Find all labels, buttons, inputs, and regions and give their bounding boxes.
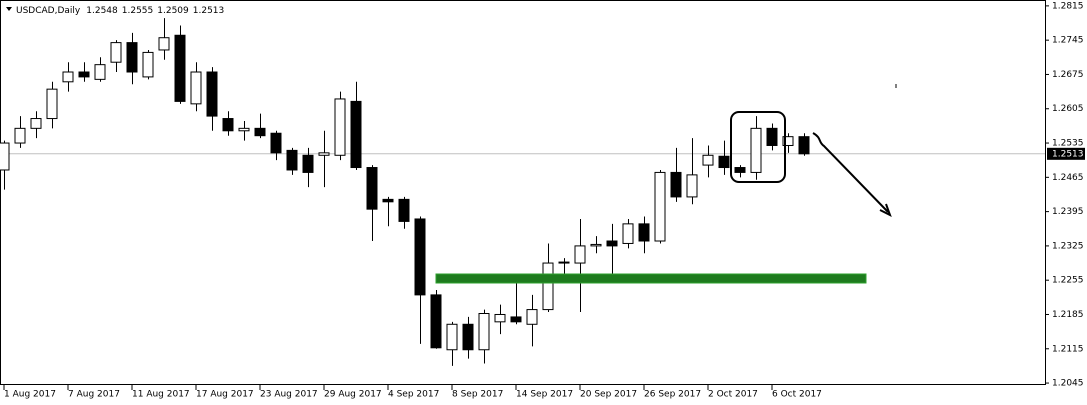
- candle-body: [62, 71, 74, 83]
- candle-body: [286, 149, 298, 171]
- candle-body: [798, 136, 810, 155]
- candle-body: [478, 313, 490, 351]
- x-tick-label: 1 Aug 2017: [4, 390, 56, 400]
- candle-body: [78, 71, 90, 78]
- chart-header: USDCAD,Daily 1.2548 1.2555 1.2509 1.2513: [16, 6, 224, 16]
- y-tick-label: 1.2185: [1052, 310, 1084, 320]
- arrow-head: [879, 203, 892, 218]
- candle-body: [526, 309, 538, 325]
- candle-body: [670, 171, 682, 198]
- x-tick-label: 8 Sep 2017: [452, 390, 503, 400]
- x-tick-label: 17 Aug 2017: [196, 390, 254, 400]
- candle-body: [30, 118, 42, 129]
- price-label-box: [1047, 147, 1085, 160]
- candle-body: [270, 132, 282, 154]
- x-tick-label: 7 Aug 2017: [68, 390, 120, 400]
- candle-body: [206, 71, 218, 117]
- high: 1.2555: [122, 6, 154, 16]
- candle-body: [318, 152, 330, 156]
- y-tick-label: 1.2115: [1052, 344, 1084, 354]
- candle-body: [606, 240, 618, 247]
- candle-body: [510, 316, 522, 323]
- x-tick-label: 29 Aug 2017: [324, 390, 382, 400]
- y-tick-label: 1.2255: [1052, 276, 1084, 286]
- candle-body: [238, 127, 250, 132]
- x-tick-label: 14 Sep 2017: [516, 390, 573, 400]
- x-tick-label: 11 Aug 2017: [132, 390, 190, 400]
- candle-body: [574, 245, 586, 264]
- open: 1.2548: [86, 6, 118, 16]
- x-tick-label: 4 Sep 2017: [388, 390, 439, 400]
- candle-body: [542, 262, 554, 311]
- close: 1.2513: [193, 6, 225, 16]
- candle-body: [222, 118, 234, 132]
- low: 1.2509: [157, 6, 189, 16]
- menu-arrow: [6, 7, 12, 11]
- candle-body: [366, 167, 378, 210]
- y-tick-label: 1.2675: [1052, 70, 1084, 80]
- candle-body: [158, 37, 170, 51]
- candle-body: [414, 218, 426, 296]
- y-tick-label: 1.2045: [1052, 379, 1084, 389]
- candle-body: [398, 198, 410, 222]
- candle-body: [718, 155, 730, 169]
- x-tick-label: 2 Oct 2017: [708, 390, 758, 400]
- symbol: USDCAD,Daily: [16, 6, 81, 16]
- candle-body: [350, 100, 362, 169]
- candle-body: [590, 243, 602, 247]
- highlight-box: [730, 111, 786, 183]
- y-tick-label: 1.2745: [1052, 36, 1084, 46]
- candle-body: [622, 223, 634, 244]
- plot: [0, 18, 1045, 366]
- plot-frame: [0, 0, 1046, 385]
- candle-body: [462, 323, 474, 351]
- candle-body: [766, 127, 778, 146]
- candle-body: [0, 142, 10, 171]
- candle-body: [46, 88, 58, 120]
- candle-body: [142, 51, 154, 78]
- candle-body: [686, 174, 698, 198]
- candle-body: [190, 71, 202, 105]
- y-tick-label: 1.2535: [1052, 139, 1084, 149]
- candle-body: [782, 136, 794, 146]
- candle-body: [638, 223, 650, 242]
- x-tick-label: 20 Sep 2017: [580, 390, 637, 400]
- forecast-arrow: [812, 132, 889, 213]
- candle-body: [254, 127, 266, 137]
- candle-body: [446, 323, 458, 351]
- x-tick-label: 23 Aug 2017: [260, 390, 318, 400]
- candle-body: [558, 261, 570, 264]
- candle-body: [430, 294, 442, 349]
- y-tick-label: 1.2815: [1052, 1, 1084, 11]
- candle-body: [334, 98, 346, 156]
- x-tick-label: 26 Sep 2017: [644, 390, 701, 400]
- candle-body: [126, 42, 138, 73]
- price-label: 1.2513: [1052, 149, 1084, 159]
- y-tick-label: 1.2605: [1052, 104, 1084, 114]
- candle-body: [750, 127, 762, 173]
- support-zone: [435, 273, 867, 284]
- y-tick-label: 1.2395: [1052, 207, 1084, 217]
- candle-body: [14, 127, 26, 144]
- x-tick-label: 6 Oct 2017: [772, 390, 822, 400]
- candle-body: [94, 64, 106, 80]
- y-tick-label: 1.2325: [1052, 241, 1084, 251]
- candle-body: [654, 171, 666, 242]
- candle-body: [382, 198, 394, 203]
- candle-body: [734, 167, 746, 173]
- candle-body: [702, 154, 714, 166]
- y-tick-label: 1.2465: [1052, 173, 1084, 183]
- candle-body: [494, 313, 506, 323]
- candle-body: [174, 34, 186, 102]
- candle-body: [302, 154, 314, 173]
- candle-body: [110, 42, 122, 63]
